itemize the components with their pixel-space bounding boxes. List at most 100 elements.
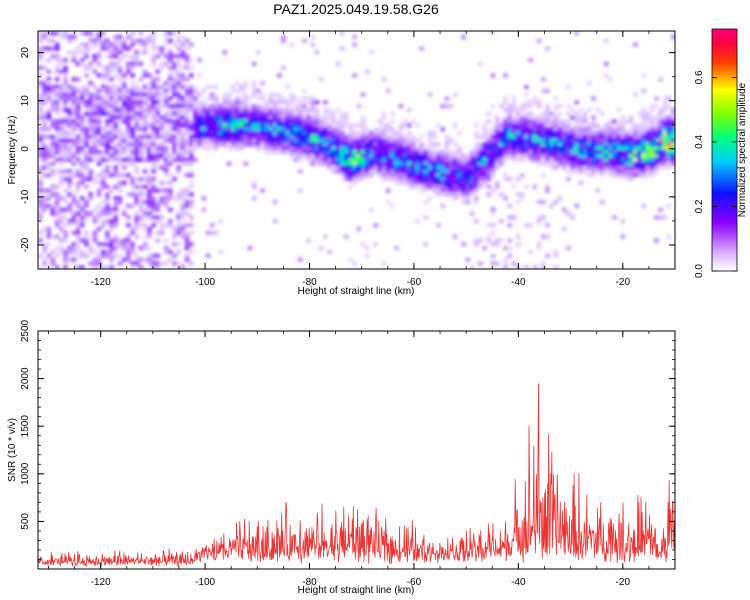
heatmap-cell [586,138,592,143]
heatmap-cell [561,161,567,166]
heatmap-cell [423,157,429,163]
heatmap-cell [50,123,56,128]
heatmap-cell [126,215,131,220]
heatmap-cell [38,84,43,90]
heatmap-cell [75,46,81,51]
heatmap-cell [360,146,366,151]
heatmap-cell [515,138,521,143]
heatmap-cell [88,103,94,109]
heatmap-cell [84,215,89,220]
heatmap-cell [612,157,617,163]
heatmap-cell [54,88,60,94]
heatmap-cell [545,111,550,117]
heatmap-cell [67,115,73,120]
heatmap-cell [285,126,291,132]
heatmap-cell [126,157,131,163]
heatmap-cell [71,107,77,113]
heatmap-cell [117,180,123,186]
heatmap-cell [444,153,450,159]
heatmap-cell [138,222,144,228]
heatmap-cell [566,153,571,159]
heatmap-cell [134,215,140,220]
heatmap-cell [662,153,668,159]
heatmap-cell [385,161,391,166]
heatmap-cell [553,199,559,205]
heatmap-cell [218,107,223,113]
heatmap-cell [595,126,601,132]
heatmap-cell [126,65,131,70]
heatmap-cell [163,222,169,228]
heatmap-cell [54,103,60,109]
heatmap-cell [167,207,173,213]
heatmap-cell [620,234,626,239]
heatmap-cell [167,88,173,94]
heatmap-cell [314,138,320,143]
heatmap-cell [146,196,152,201]
heatmap-cell [415,184,420,189]
heatmap-cell [180,207,186,213]
heatmap-cell [130,176,135,182]
heatmap-cell [364,69,370,74]
heatmap-cell [524,103,529,109]
heatmap-cell [461,173,467,178]
heatmap-cell [356,153,362,159]
heatmap-cell [272,111,278,117]
heatmap-cell [38,238,43,243]
heatmap-cell [289,107,295,113]
heatmap-cell [545,115,550,120]
heatmap-cell [637,126,643,132]
heatmap-cell [151,142,156,147]
heatmap-cell [545,157,550,163]
heatmap-cell [561,134,567,140]
heatmap-cell [42,119,47,124]
heatmap-cell [473,196,479,201]
heatmap-cell [163,115,169,120]
heatmap-cell [117,161,123,166]
heatmap-cell [138,199,144,205]
heatmap-cell [385,142,391,147]
heatmap-cell [84,142,89,147]
heatmap-cell [415,169,420,174]
heatmap-cell [151,126,156,132]
heatmap-cell [146,157,152,163]
heatmap-cell [557,196,563,201]
heatmap-cell [293,146,299,151]
heatmap-cell [574,165,580,170]
heatmap-cell [130,180,135,186]
heatmap-cell [360,115,366,120]
heatmap-cell [536,146,542,151]
heatmap-cell [234,146,240,151]
heatmap-cell [381,173,387,178]
heatmap-cell [620,119,626,124]
heatmap-cell [444,157,450,163]
heatmap-cell [352,134,358,140]
heatmap-cell [84,126,89,132]
heatmap-cell [50,134,56,140]
heatmap-cell [431,130,437,136]
heatmap-cell [666,134,672,140]
heatmap-cell [167,180,173,186]
heatmap-cell [364,253,370,259]
heatmap-cell [134,261,140,266]
heatmap-cell [188,65,194,70]
heatmap-cell [105,111,110,117]
heatmap-cell [620,157,626,163]
heatmap-cell [134,54,140,59]
heatmap-cell [184,92,190,97]
heatmap-cell [348,165,353,170]
heatmap-cell [146,253,152,259]
heatmap-cell [155,100,161,105]
heatmap-cell [172,69,177,74]
heatmap-cell [377,165,383,170]
heatmap-cell [360,173,366,178]
heatmap-cell [406,134,412,140]
heatmap-cell [251,111,257,117]
heatmap-cell [163,100,169,105]
heatmap-cell [322,130,328,136]
heatmap-cell [163,238,169,243]
heatmap-cell [599,126,605,132]
heatmap-cell [172,84,177,90]
heatmap-cell [109,65,115,70]
heatmap-cell [92,115,98,120]
heatmap-cell [331,150,337,155]
